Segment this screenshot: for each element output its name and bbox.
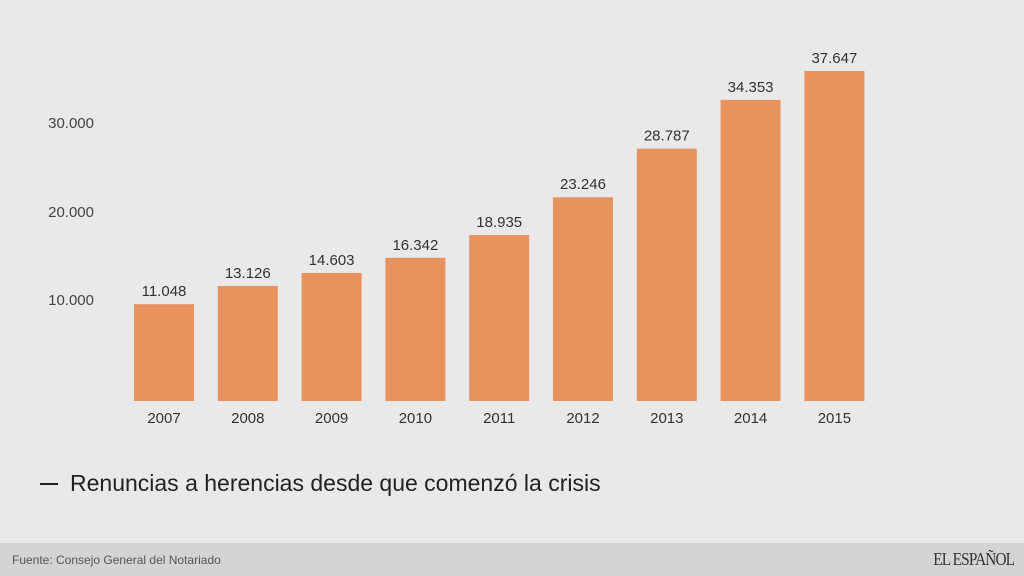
data-label: 34.353	[728, 79, 774, 96]
x-tick-label: 2008	[231, 410, 264, 427]
x-tick-label: 2010	[399, 410, 432, 427]
data-label: 23.246	[560, 176, 606, 193]
x-tick-label: 2013	[650, 410, 683, 427]
y-tick-label: 10.000	[48, 292, 94, 309]
bar-2012	[553, 197, 613, 401]
x-tick-label: 2015	[818, 410, 851, 427]
data-label: 16.342	[392, 237, 438, 254]
bar-chart: 10.000 20.000 30.000 11.048 2007 13.126 2008 14…	[48, 50, 865, 427]
bar-2015	[804, 71, 865, 401]
x-tick-label: 2014	[734, 410, 767, 427]
x-tick-label: 2012	[566, 410, 599, 427]
x-tick-label: 2007	[147, 410, 180, 427]
data-label: 14.603	[309, 252, 355, 269]
logo: EL ESPAÑOL	[933, 549, 1015, 569]
legend: Renuncias a herencias desde que comenzó …	[40, 470, 601, 497]
x-tick-label: 2011	[483, 410, 515, 427]
y-tick-label: 30.000	[48, 115, 94, 132]
legend-dash-icon	[40, 482, 58, 485]
footer: Fuente: Consejo General del Notariado EL…	[0, 543, 1024, 576]
data-label: 28.787	[644, 128, 690, 145]
bar-2009	[301, 272, 362, 401]
bar-2010	[385, 257, 446, 401]
data-label: 11.048	[142, 283, 187, 300]
legend-label: Renuncias a herencias desde que comenzó …	[70, 470, 601, 496]
bar-2014	[720, 99, 781, 401]
bar-2011	[469, 235, 530, 401]
y-tick-label: 20.000	[48, 204, 94, 221]
bar-2007	[134, 304, 194, 401]
source-text: Fuente: Consejo General del Notariado	[12, 553, 221, 567]
data-label: 13.126	[225, 265, 271, 282]
bar-2013	[636, 148, 697, 401]
x-tick-label: 2009	[315, 410, 348, 427]
bar-2008	[217, 285, 278, 401]
data-label: 37.647	[811, 50, 857, 67]
data-label: 18.935	[476, 214, 522, 231]
